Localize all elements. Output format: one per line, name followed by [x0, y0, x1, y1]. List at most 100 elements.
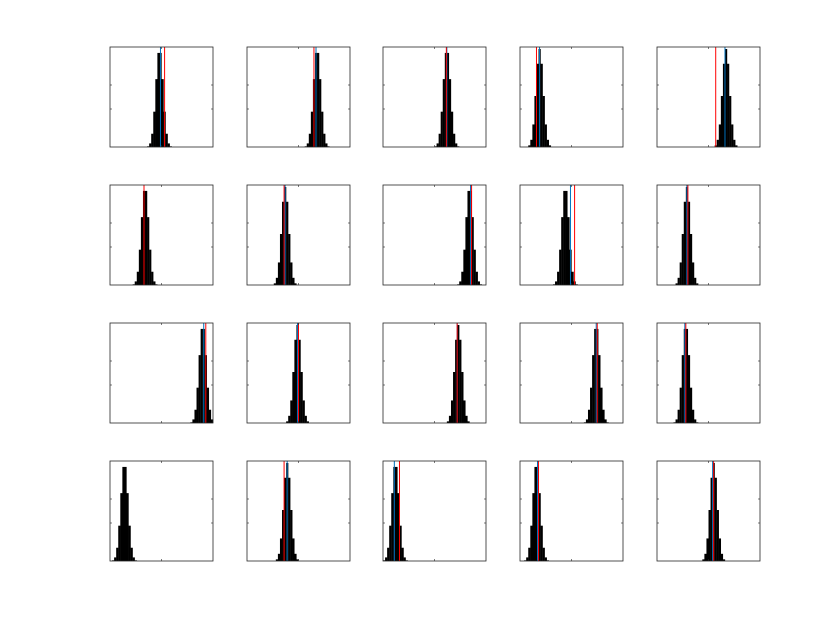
histogram-bar — [598, 355, 601, 423]
histogram-bar — [200, 328, 203, 423]
histogram-bar — [122, 466, 125, 561]
axis-ticks — [110, 47, 213, 147]
axes-box — [519, 322, 624, 424]
histogram-bar — [457, 325, 460, 423]
histogram-bar — [675, 283, 678, 285]
histogram-bar — [687, 355, 691, 423]
axes-box — [382, 322, 487, 424]
histogram-bar — [120, 493, 123, 561]
axes-box — [246, 184, 351, 286]
histogram-bar — [275, 277, 279, 285]
subplot-9 — [519, 184, 624, 286]
subplot-7 — [246, 184, 351, 286]
histogram-bar — [724, 49, 728, 147]
histogram-bar — [114, 557, 117, 561]
histogram-bar — [534, 96, 537, 147]
histogram-bar — [565, 190, 568, 285]
subplot-19 — [519, 460, 624, 562]
histogram-bar — [540, 63, 543, 148]
histogram-bar — [436, 143, 439, 147]
histogram-bar — [323, 133, 326, 147]
histogram-bar — [208, 409, 212, 423]
histogram-bar — [294, 283, 297, 285]
histogram-bar — [308, 133, 312, 147]
histogram-bar — [450, 400, 454, 423]
histogram-bar — [718, 124, 722, 147]
histogram-bar — [735, 145, 738, 147]
histogram-bar — [192, 419, 195, 423]
histogram-bar — [710, 477, 713, 561]
axis-ticks — [520, 461, 623, 561]
histogram-bar — [277, 553, 281, 561]
histogram-bar — [536, 63, 539, 148]
histogram-bar — [475, 271, 478, 285]
subplot-14 — [519, 322, 624, 424]
histogram-bar — [302, 400, 305, 423]
histogram-bar — [602, 409, 605, 423]
histogram-bar — [689, 387, 693, 423]
axis-ticks — [657, 185, 760, 285]
histogram-bar — [124, 466, 127, 561]
histogram-bar — [165, 133, 168, 147]
histogram-bar — [453, 372, 456, 423]
histogram-bar — [455, 339, 458, 423]
histogram-bar — [716, 510, 719, 561]
histogram-bar — [692, 409, 695, 423]
histogram-bar — [149, 143, 152, 147]
subplot-8 — [382, 184, 487, 286]
axis-ticks — [247, 185, 350, 285]
histogram-bar — [720, 553, 724, 561]
histogram-bar — [151, 271, 154, 285]
histogram-bar — [446, 421, 450, 423]
histogram-bar — [714, 477, 717, 561]
histogram-bar — [149, 249, 152, 285]
histogram-bar — [282, 201, 285, 285]
histogram-bar — [397, 493, 400, 561]
histogram-bar — [298, 339, 301, 423]
subplot-6 — [109, 184, 214, 286]
histogram-bar — [317, 52, 320, 147]
subplot-3 — [382, 46, 487, 148]
histogram-bar — [716, 139, 719, 147]
histogram-bar — [196, 387, 199, 423]
subplot-17 — [246, 460, 351, 562]
axis-ticks — [657, 47, 760, 147]
axes-box — [656, 322, 761, 424]
histogram-bar — [532, 493, 535, 561]
histogram-bar — [136, 271, 139, 285]
histogram-bar — [585, 419, 589, 423]
histogram-bar — [677, 277, 680, 285]
histogram-bar — [116, 547, 119, 561]
histogram-bar — [681, 355, 684, 423]
axis-ticks — [520, 323, 623, 423]
histogram-bar — [319, 79, 322, 147]
subplot-4 — [519, 46, 624, 148]
histogram-bar — [679, 262, 682, 285]
axes-box — [109, 184, 214, 286]
histogram-bar — [275, 559, 279, 561]
histogram-bar — [325, 143, 328, 147]
histogram-bar — [306, 421, 309, 423]
histogram-bar — [389, 525, 392, 561]
histogram-bar — [300, 372, 303, 423]
histogram-bar — [708, 510, 711, 561]
histogram-bar — [459, 281, 462, 285]
axis-ticks — [520, 185, 623, 285]
histogram-bar — [132, 557, 135, 561]
axes-box — [382, 46, 487, 148]
histogram-bar — [679, 387, 682, 423]
histogram-bar — [286, 201, 289, 285]
subplot-5 — [656, 46, 761, 148]
histogram-bar — [304, 415, 307, 423]
histogram-bar — [461, 372, 464, 423]
histogram-bar — [401, 547, 404, 561]
histogram-bar — [557, 271, 560, 285]
histogram-bar — [592, 355, 595, 423]
histogram-bar — [450, 111, 454, 147]
axis-ticks — [247, 461, 350, 561]
histogram-bar — [126, 493, 129, 561]
histogram-bar — [151, 133, 154, 147]
histogram-bar — [540, 525, 543, 561]
histogram-bar — [391, 493, 394, 561]
